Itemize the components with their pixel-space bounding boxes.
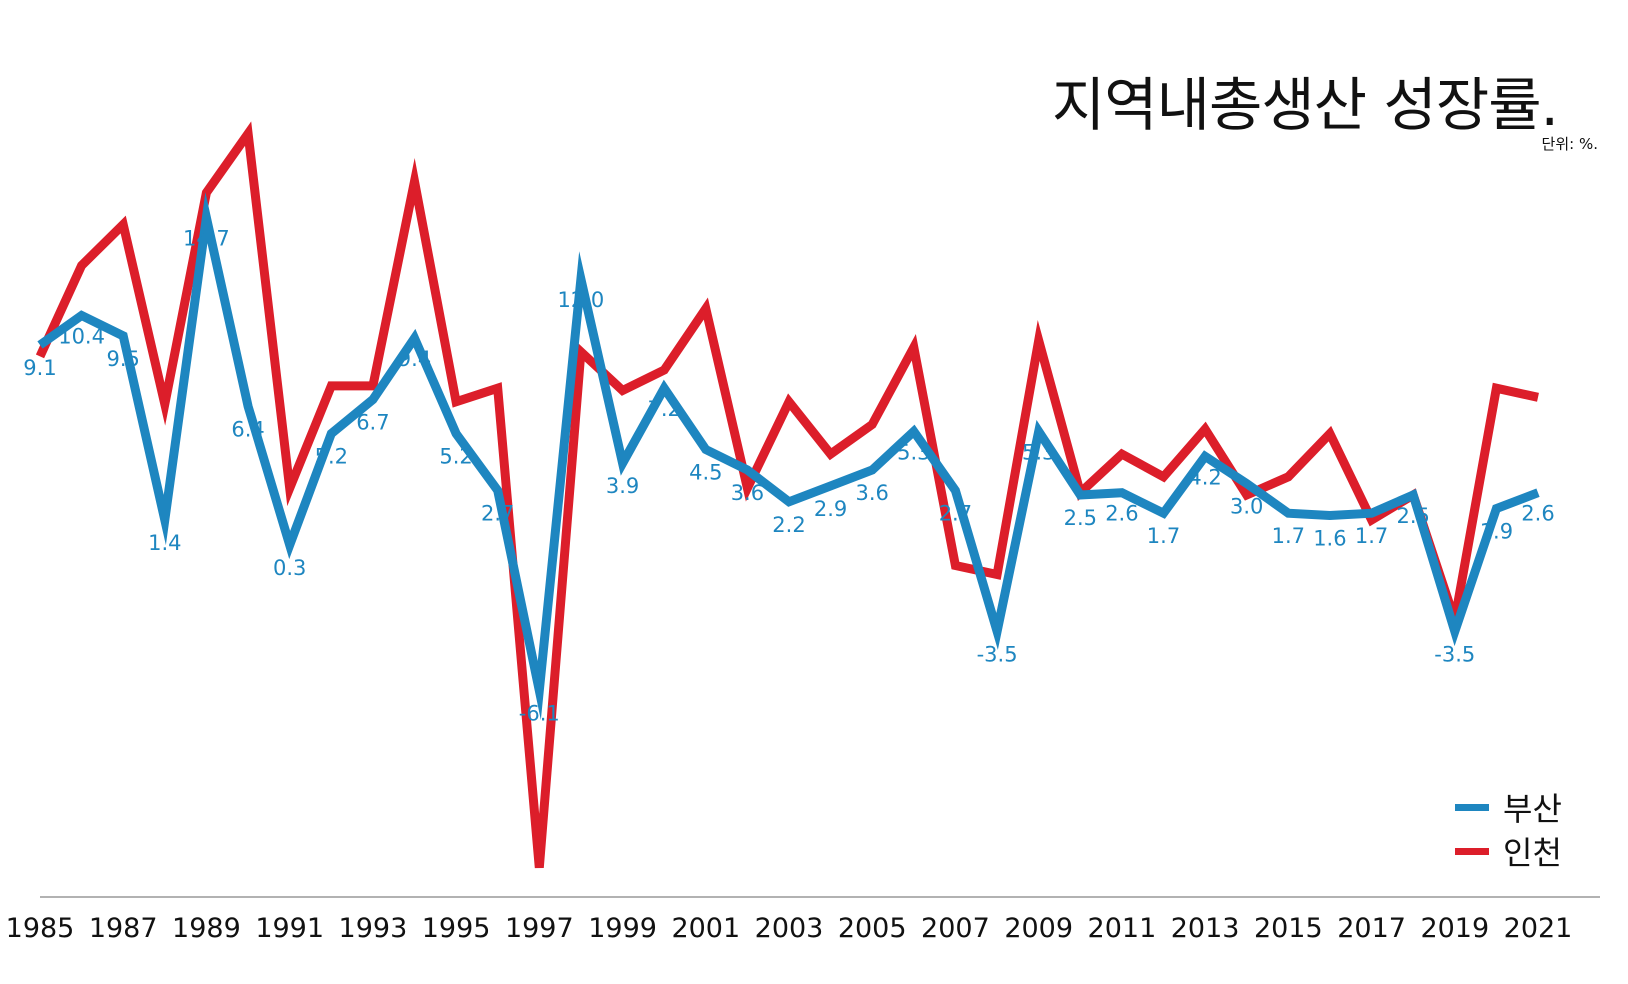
x-tick-label: 2013: [1171, 913, 1240, 944]
legend-label-busan: 부산: [1503, 790, 1562, 828]
data-label-busan: 1.7: [1355, 524, 1388, 548]
data-label-busan: 4.2: [1188, 465, 1221, 489]
data-label-busan: -3.5: [977, 642, 1018, 666]
x-tick-label: 2003: [755, 913, 824, 944]
data-label-busan: 0.3: [273, 556, 306, 580]
x-tick-label: 1997: [505, 913, 574, 944]
x-tick-label: 2001: [671, 913, 740, 944]
x-tick-label: 2009: [1004, 913, 1073, 944]
data-label-busan: 2.7: [939, 502, 972, 526]
data-label-busan: -3.5: [1434, 642, 1475, 666]
data-label-busan: 2.7: [481, 502, 514, 526]
data-label-busan: 5.3: [1022, 440, 1055, 464]
data-label-busan: 9.1: [23, 356, 56, 380]
data-label-busan: 1.7: [1147, 524, 1180, 548]
x-tick-label: 2021: [1504, 913, 1573, 944]
data-label-busan: 9.4: [398, 347, 431, 371]
unit-note: 단위: %.: [1541, 135, 1598, 153]
data-label-busan: 6.7: [356, 411, 389, 435]
chart-title: 지역내총생산 성장률.: [1051, 71, 1559, 139]
data-label-busan: 4.5: [689, 461, 722, 485]
data-label-busan: 2.5: [1396, 504, 1429, 528]
data-label-busan: 6.4: [231, 417, 264, 441]
data-label-busan: 2.9: [814, 497, 847, 521]
legend-item-incheon: 인천: [1455, 829, 1562, 873]
data-label-busan: 3.6: [855, 481, 888, 505]
x-tick-label: 1995: [422, 913, 491, 944]
x-tick-label: 2007: [921, 913, 990, 944]
x-tick-label: 1991: [255, 913, 324, 944]
data-label-busan: 2.5: [1064, 506, 1097, 530]
data-label-busan: 2.6: [1521, 502, 1554, 526]
x-tick-label: 1987: [89, 913, 158, 944]
x-tick-label: 1989: [172, 913, 241, 944]
x-tick-label: 1985: [6, 913, 75, 944]
x-tick-label: 1993: [339, 913, 408, 944]
x-tick-label: 2015: [1254, 913, 1323, 944]
data-label-busan: 2.6: [1105, 502, 1138, 526]
series-line-incheon: [35, 121, 1539, 869]
data-label-busan: 2.2: [772, 513, 805, 537]
data-label-busan: 3.0: [1230, 495, 1263, 519]
data-label-busan: 1.9: [1480, 520, 1513, 544]
data-label-busan: 3.9: [606, 474, 639, 498]
data-label-busan: 12.0: [558, 288, 605, 312]
legend-swatch-incheon: [1455, 847, 1489, 855]
data-label-busan: 5.2: [315, 445, 348, 469]
legend-label-incheon: 인천: [1503, 834, 1562, 872]
x-tick-label: 2011: [1088, 913, 1157, 944]
series-line-busan: [37, 192, 1540, 721]
data-label-busan: -6.1: [519, 702, 560, 726]
data-label-busan: 5.3: [897, 440, 930, 464]
legend-item-busan: 부산: [1455, 785, 1562, 829]
legend-swatch-busan: [1455, 803, 1489, 811]
series-lines: [35, 121, 1540, 869]
data-label-busan: 3.6: [731, 481, 764, 505]
x-tick-label: 2005: [838, 913, 907, 944]
data-label-busan: 10.4: [58, 325, 105, 349]
data-label-busan: 9.5: [106, 347, 139, 371]
legend: 부산 인천: [1455, 785, 1562, 873]
data-label-busan: 1.6: [1313, 527, 1346, 551]
data-label-busan: 1.7: [1272, 524, 1305, 548]
x-tick-label: 2019: [1420, 913, 1489, 944]
data-labels: 9.110.49.5 1.4 14.7 6.4 0.3 5.2 6.7 9.4 5.2 2.7 -6…: [23, 227, 1554, 726]
x-tick-labels: 1985 1987 1989 1991 1993 1995 1997 1999 2001 2003…: [6, 913, 1573, 944]
x-tick-label: 1999: [588, 913, 657, 944]
x-tick-label: 2017: [1337, 913, 1406, 944]
data-label-busan: 14.7: [183, 227, 230, 251]
data-label-busan: 7.2: [647, 397, 680, 421]
data-label-busan: 5.2: [439, 445, 472, 469]
data-label-busan: 1.4: [148, 531, 181, 555]
